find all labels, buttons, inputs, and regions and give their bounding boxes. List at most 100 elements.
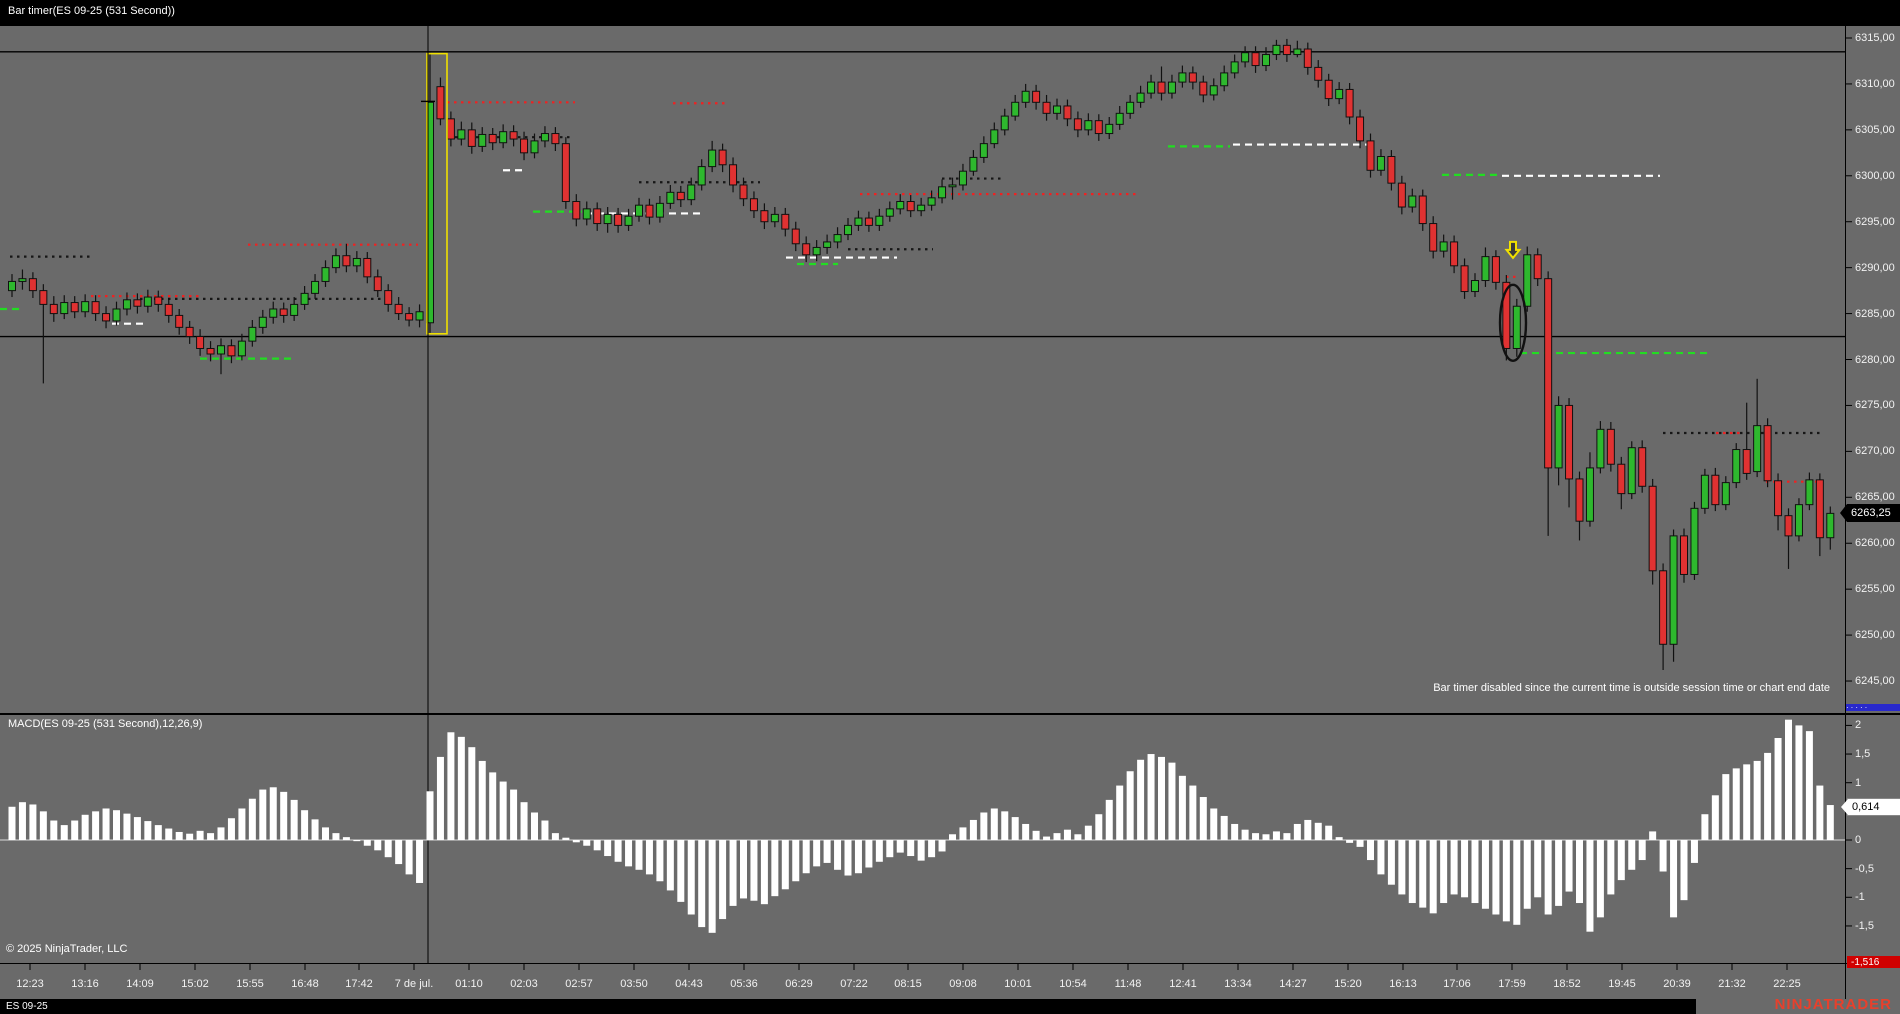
macd-histogram-bar xyxy=(854,840,862,874)
macd-histogram-bar xyxy=(280,791,288,840)
macd-histogram-bar xyxy=(1555,840,1563,906)
macd-histogram-bar xyxy=(771,840,779,897)
macd-histogram-bar xyxy=(165,828,173,840)
candle xyxy=(1011,101,1020,117)
macd-histogram-bar xyxy=(1764,752,1772,840)
macd-histogram-bar xyxy=(290,799,298,840)
macd-histogram-bar xyxy=(635,840,643,870)
macd-histogram-bar xyxy=(969,819,977,840)
macd-histogram-bar xyxy=(1252,833,1260,840)
macd-histogram-bar xyxy=(71,820,79,840)
price-tick-label: 6295,00 xyxy=(1855,215,1895,228)
candle xyxy=(844,224,852,236)
candle xyxy=(102,313,111,322)
candle xyxy=(885,208,894,217)
candle xyxy=(1366,140,1375,171)
candle xyxy=(582,208,591,220)
candle xyxy=(415,311,424,321)
candle xyxy=(1700,474,1709,509)
candle xyxy=(1032,90,1041,103)
macd-histogram-bar xyxy=(1147,754,1155,840)
candle xyxy=(655,202,664,218)
macd-histogram-bar xyxy=(384,840,392,858)
time-tick-label: 14:09 xyxy=(126,978,154,990)
macd-histogram-bar xyxy=(1137,759,1145,840)
candle xyxy=(1293,48,1302,56)
panel-splitter[interactable] xyxy=(0,713,1900,715)
candle xyxy=(979,143,988,158)
candle xyxy=(1533,254,1542,280)
price-tick-label: 6265,00 xyxy=(1855,491,1895,504)
candle xyxy=(1418,195,1427,225)
candle xyxy=(143,296,152,307)
clamped-blue-badge: ····· xyxy=(1846,704,1900,711)
time-tick-label: 01:10 xyxy=(455,978,483,990)
candle xyxy=(384,290,393,305)
candle xyxy=(1188,72,1197,83)
candle xyxy=(1596,428,1605,469)
candle xyxy=(1387,155,1396,184)
candle xyxy=(812,246,821,256)
price-tick-label: 6260,00 xyxy=(1855,537,1895,550)
time-tick-label: 10:01 xyxy=(1004,978,1032,990)
macd-histogram-bar xyxy=(1335,837,1343,840)
candle xyxy=(1021,90,1030,103)
candle xyxy=(1502,281,1511,349)
time-tick-label: 02:03 xyxy=(510,978,538,990)
candle xyxy=(833,234,842,243)
macd-clamped-badge: -1,516 xyxy=(1847,956,1900,968)
candle xyxy=(1690,507,1699,575)
candle xyxy=(1711,474,1720,506)
macd-histogram-bar xyxy=(1377,840,1385,875)
last-price-badge-arrow xyxy=(1840,504,1847,522)
ellipse-annotation xyxy=(1498,283,1528,362)
macd-histogram-bar xyxy=(1293,823,1301,840)
candle xyxy=(290,303,299,316)
candle xyxy=(1460,265,1469,293)
macd-histogram-bar xyxy=(719,840,727,920)
candle xyxy=(133,299,142,307)
candle xyxy=(331,255,340,269)
candle xyxy=(60,302,69,315)
macd-histogram-bar xyxy=(405,840,413,875)
time-tick-label: 13:16 xyxy=(71,978,99,990)
candle xyxy=(1742,449,1751,474)
macd-histogram-bar xyxy=(1450,840,1458,895)
macd-histogram-bar xyxy=(342,837,350,840)
price-tick-label: 6280,00 xyxy=(1855,353,1895,366)
macd-histogram-bar xyxy=(269,787,277,840)
candle xyxy=(373,276,382,292)
macd-histogram-bar xyxy=(729,840,737,906)
candle xyxy=(635,204,643,217)
candle xyxy=(1241,52,1250,63)
macd-histogram-bar xyxy=(1408,840,1416,904)
macd-panel-border xyxy=(0,963,1900,964)
macd-histogram-bar xyxy=(792,840,800,882)
candle xyxy=(1376,155,1385,171)
macd-histogram-bar xyxy=(593,840,601,851)
candle xyxy=(1491,256,1500,283)
macd-histogram-bar xyxy=(1596,840,1604,918)
price-tick-label: 6290,00 xyxy=(1855,261,1895,274)
macd-histogram-bar xyxy=(698,840,706,928)
macd-histogram-bar xyxy=(1346,840,1354,843)
time-tick-label: 7 de jul. xyxy=(394,978,434,990)
macd-histogram-bar xyxy=(980,812,988,840)
macd-tick-label: 1,5 xyxy=(1855,748,1871,761)
macd-histogram-bar xyxy=(363,840,371,846)
macd-histogram-bar xyxy=(144,821,152,840)
price-tick-label: 6305,00 xyxy=(1855,123,1895,136)
down-arrow-annotation xyxy=(1504,240,1522,260)
candle xyxy=(1481,256,1490,282)
macd-histogram-bar xyxy=(520,802,528,840)
candle xyxy=(791,228,800,245)
candle xyxy=(206,347,215,355)
time-tick-label: 12:23 xyxy=(16,978,44,990)
macd-histogram-bar xyxy=(1670,840,1678,918)
macd-histogram-bar xyxy=(1805,731,1813,840)
macd-histogram-bar xyxy=(133,817,141,840)
candle xyxy=(1408,195,1417,208)
instrument-tab[interactable]: ES 09-25 xyxy=(6,1001,48,1012)
macd-histogram-bar xyxy=(1481,840,1489,909)
